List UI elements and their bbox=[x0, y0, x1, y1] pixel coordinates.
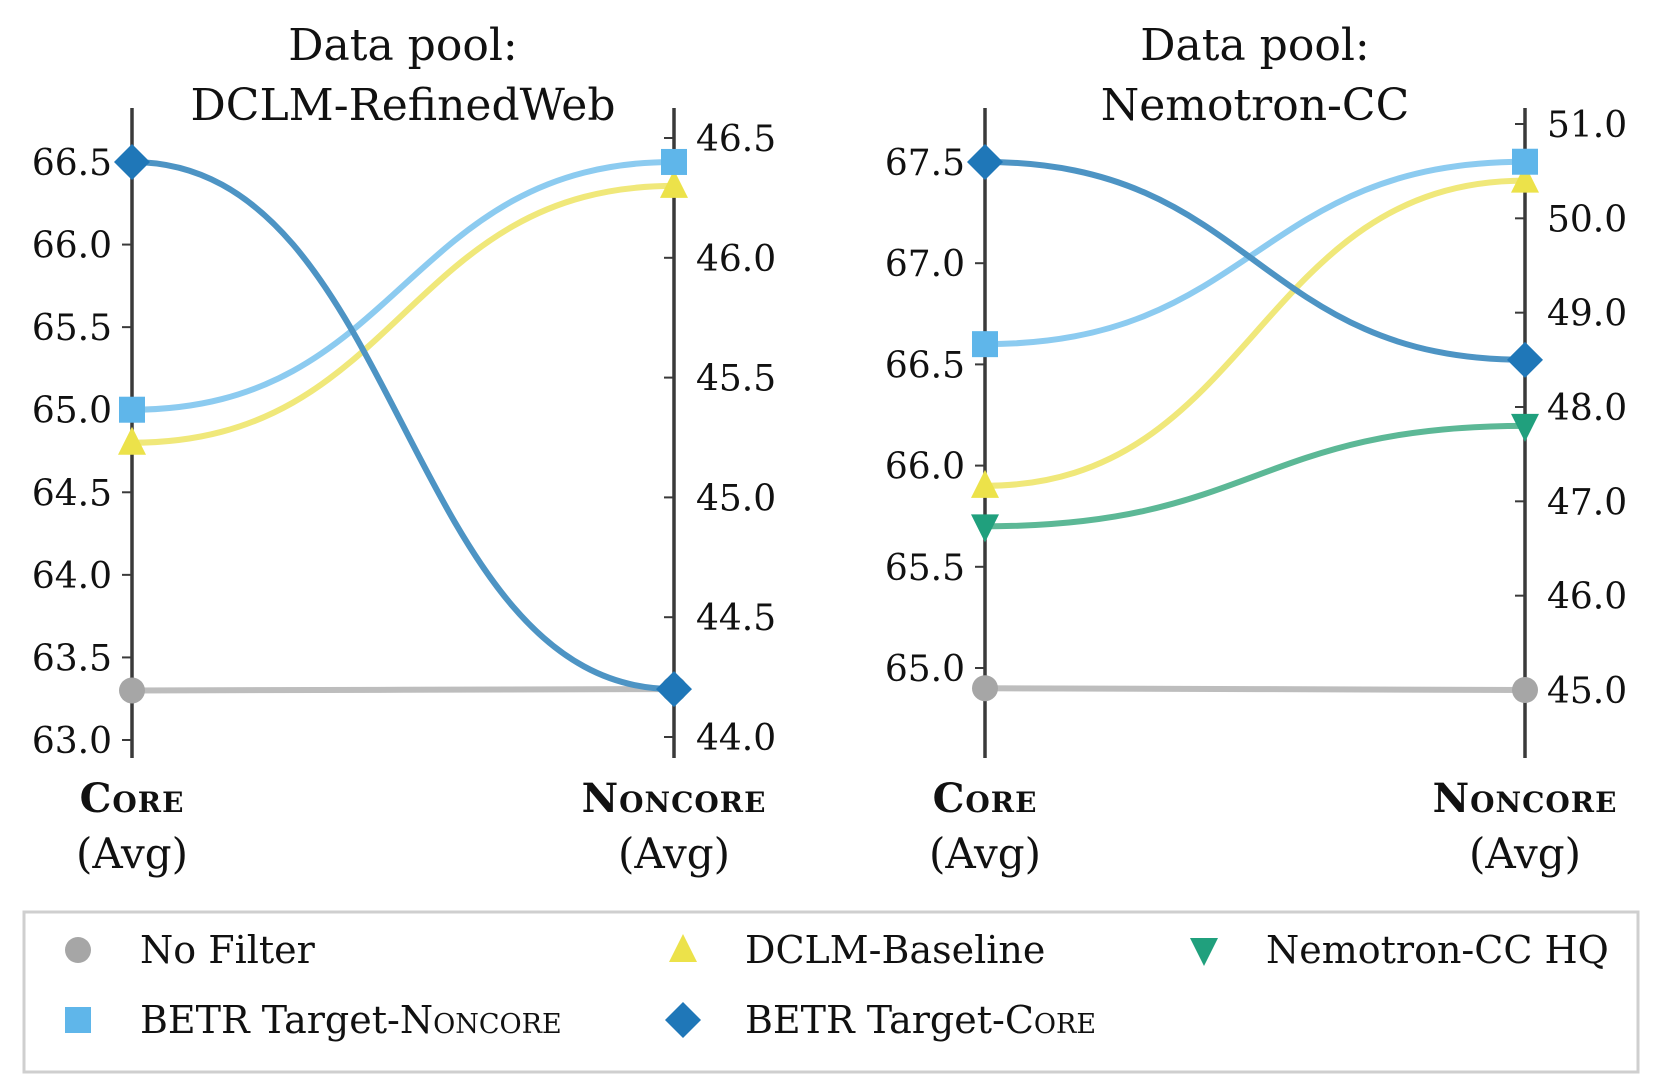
point-noncore-betr-target-noncore bbox=[661, 148, 687, 175]
right-tick-label: 44.5 bbox=[696, 598, 776, 639]
point-noncore-no-filter bbox=[1512, 677, 1538, 703]
chart-title-line-1: Data pool: bbox=[288, 20, 517, 71]
point-core-betr-target-core bbox=[114, 144, 150, 180]
category-sublabel: (Avg) bbox=[76, 829, 188, 878]
legend-marker-no-filter bbox=[65, 937, 91, 963]
left-tick-label: 67.5 bbox=[885, 143, 965, 184]
point-noncore-betr-target-core bbox=[656, 671, 692, 708]
right-tick-label: 48.0 bbox=[1547, 388, 1627, 429]
legend: No Filter DCLM-Baseline Nemotron-CC HQ BETR… bbox=[22, 910, 1640, 1074]
right-tick-label: 51.0 bbox=[1547, 105, 1627, 146]
left-tick-label: 66.0 bbox=[885, 447, 965, 488]
legend-label-betr-target-core: BETR Target-Core bbox=[745, 998, 1096, 1042]
right-tick-label: 45.0 bbox=[696, 478, 776, 519]
right-tick-label: 46.0 bbox=[1547, 577, 1627, 618]
legend-item-betr-target-core: BETR Target-Core bbox=[665, 998, 1096, 1042]
series-line-dclm-baseline bbox=[131, 182, 675, 446]
point-core-nemotron-cc-hq bbox=[971, 514, 999, 543]
legend-label-dclm-baseline: DCLM-Baseline bbox=[745, 928, 1045, 972]
legend-box bbox=[22, 910, 1640, 1074]
point-core-dclm-baseline bbox=[971, 469, 999, 498]
point-core-no-filter bbox=[119, 677, 145, 704]
left-tick-label: 64.5 bbox=[32, 473, 112, 514]
left-tick-label: 64.0 bbox=[32, 556, 112, 597]
legend-item-betr-target-noncore: BETR Target-Noncore bbox=[65, 998, 562, 1042]
category-label-noncore: Noncore bbox=[582, 775, 767, 822]
point-noncore-dclm-baseline bbox=[1511, 164, 1539, 193]
legend-item-no-filter: No Filter bbox=[65, 928, 316, 972]
category-sublabel: (Avg) bbox=[929, 829, 1041, 878]
category-sublabel: (Avg) bbox=[1469, 829, 1581, 878]
chart-title-line-1: Data pool: bbox=[1140, 20, 1369, 71]
legend-marker-betr-target-noncore bbox=[65, 1007, 91, 1033]
legend-marker-betr-target-core bbox=[665, 1002, 701, 1038]
chart-title-line-2: DCLM-RefinedWeb bbox=[191, 80, 616, 131]
series-line-betr-target-core bbox=[131, 159, 675, 693]
left-tick-label: 66.5 bbox=[885, 345, 965, 386]
point-core-dclm-baseline bbox=[118, 426, 146, 455]
point-noncore-betr-target-core bbox=[1507, 341, 1543, 378]
point-core-betr-target-noncore bbox=[119, 396, 145, 423]
right-tick-label: 44.0 bbox=[696, 718, 776, 759]
legend-item-nemotron-cc-hq: Nemotron-CC HQ bbox=[1190, 928, 1609, 972]
series-line-dclm-baseline bbox=[984, 177, 1526, 489]
point-noncore-betr-target-noncore bbox=[1512, 148, 1538, 175]
series-line-betr-target-noncore bbox=[984, 158, 1526, 348]
legend-label-no-filter: No Filter bbox=[140, 928, 316, 972]
point-noncore-dclm-baseline bbox=[660, 169, 688, 198]
left-tick-label: 67.0 bbox=[885, 244, 965, 285]
category-label-core: Core bbox=[80, 775, 185, 822]
left-tick-label: 65.5 bbox=[885, 548, 965, 589]
right-tick-label: 45.5 bbox=[696, 359, 776, 400]
legend-label-nemotron-cc-hq: Nemotron-CC HQ bbox=[1266, 928, 1609, 972]
legend-label-betr-target-noncore: BETR Target-Noncore bbox=[140, 998, 562, 1042]
right-tick-label: 47.0 bbox=[1547, 482, 1627, 523]
series-line-no-filter bbox=[131, 686, 675, 694]
chart-title-line-2: Nemotron-CC bbox=[1101, 80, 1410, 131]
left-tick-label: 65.0 bbox=[885, 649, 965, 690]
series-line-no-filter bbox=[984, 685, 1526, 693]
left-tick-label: 66.5 bbox=[32, 143, 112, 184]
category-label-noncore: Noncore bbox=[1433, 775, 1618, 822]
chart-panel-2: Data pool: Nemotron-CC 65.0 65.5 66.0 66.5 67.… bbox=[885, 20, 1627, 878]
left-tick-label: 63.5 bbox=[32, 638, 112, 679]
series-line-betr-target-core bbox=[984, 159, 1526, 363]
category-sublabel: (Avg) bbox=[618, 829, 730, 878]
right-tick-label: 49.0 bbox=[1547, 294, 1627, 335]
legend-marker-nemotron-cc-hq bbox=[1190, 938, 1218, 966]
point-noncore-nemotron-cc-hq bbox=[1511, 413, 1539, 442]
left-tick-label: 65.0 bbox=[32, 391, 112, 432]
point-core-betr-target-core bbox=[967, 144, 1003, 180]
series-line-betr-target-noncore bbox=[131, 158, 675, 413]
series-line-nemotron-cc-hq bbox=[984, 422, 1526, 530]
right-tick-label: 46.5 bbox=[696, 119, 776, 160]
category-label-core: Core bbox=[933, 775, 1038, 822]
left-tick-label: 66.0 bbox=[32, 226, 112, 267]
chart-panel-1: Data pool: DCLM-RefinedWeb 63.0 63.5 64.0 64.… bbox=[32, 20, 776, 878]
legend-item-dclm-baseline: DCLM-Baseline bbox=[669, 928, 1045, 972]
left-tick-label: 63.0 bbox=[32, 721, 112, 762]
legend-marker-dclm-baseline bbox=[669, 934, 697, 962]
right-tick-label: 45.0 bbox=[1547, 671, 1627, 712]
right-tick-label: 46.0 bbox=[696, 239, 776, 280]
right-tick-label: 50.0 bbox=[1547, 199, 1627, 240]
point-core-no-filter bbox=[972, 675, 998, 702]
left-tick-label: 65.5 bbox=[32, 308, 112, 349]
point-core-betr-target-noncore bbox=[972, 331, 998, 358]
